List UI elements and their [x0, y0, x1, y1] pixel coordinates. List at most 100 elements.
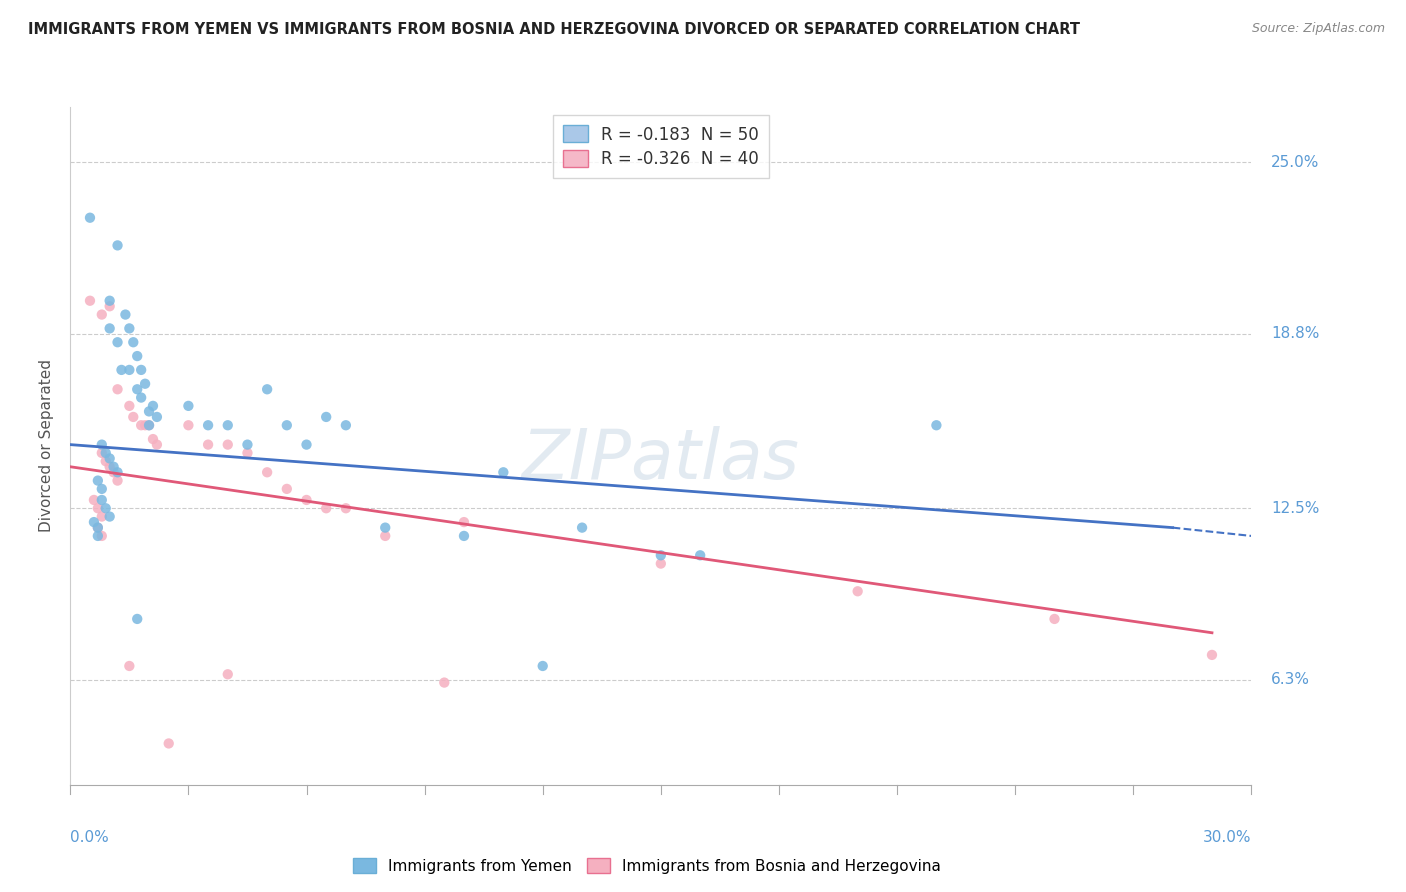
Point	[98, 509, 121, 524]
Legend: Immigrants from Yemen, Immigrants from Bosnia and Herzegovina: Immigrants from Yemen, Immigrants from B…	[346, 852, 948, 880]
Point	[138, 418, 160, 433]
Point	[122, 409, 145, 424]
Point	[129, 418, 152, 433]
Point	[118, 659, 141, 673]
Point	[335, 501, 357, 516]
Point	[103, 459, 125, 474]
Point	[107, 474, 129, 488]
Point	[374, 529, 396, 543]
Point	[87, 521, 110, 535]
Point	[103, 465, 125, 479]
Point	[83, 515, 105, 529]
Point	[146, 437, 169, 451]
Point	[217, 437, 239, 451]
Point	[90, 509, 112, 524]
Point	[90, 446, 112, 460]
Point	[90, 482, 112, 496]
Text: Source: ZipAtlas.com: Source: ZipAtlas.com	[1251, 22, 1385, 36]
Point	[118, 321, 141, 335]
Point	[295, 492, 318, 507]
Point	[110, 363, 132, 377]
Point	[127, 382, 149, 396]
Point	[90, 529, 112, 543]
Text: IMMIGRANTS FROM YEMEN VS IMMIGRANTS FROM BOSNIA AND HERZEGOVINA DIVORCED OR SEPA: IMMIGRANTS FROM YEMEN VS IMMIGRANTS FROM…	[28, 22, 1080, 37]
Point	[107, 465, 129, 479]
Text: 30.0%: 30.0%	[1204, 830, 1251, 845]
Point	[107, 335, 129, 350]
Point	[256, 382, 278, 396]
Point	[98, 321, 121, 335]
Y-axis label: Divorced or Separated: Divorced or Separated	[39, 359, 55, 533]
Point	[177, 399, 200, 413]
Text: 0.0%: 0.0%	[70, 830, 110, 845]
Point	[79, 293, 101, 308]
Point	[650, 557, 672, 571]
Point	[650, 549, 672, 563]
Point	[134, 376, 156, 391]
Point	[98, 299, 121, 313]
Point	[295, 437, 318, 451]
Point	[197, 437, 219, 451]
Point	[87, 529, 110, 543]
Point	[571, 521, 593, 535]
Point	[492, 465, 515, 479]
Point	[531, 659, 554, 673]
Point	[689, 549, 711, 563]
Point	[129, 363, 152, 377]
Point	[79, 211, 101, 225]
Point	[87, 501, 110, 516]
Point	[107, 382, 129, 396]
Point	[138, 418, 160, 433]
Point	[236, 437, 259, 451]
Point	[94, 446, 117, 460]
Point	[98, 459, 121, 474]
Point	[197, 418, 219, 433]
Point	[157, 736, 180, 750]
Point	[925, 418, 948, 433]
Point	[94, 454, 117, 468]
Point	[83, 492, 105, 507]
Text: 25.0%: 25.0%	[1271, 155, 1319, 169]
Point	[107, 238, 129, 252]
Point	[217, 418, 239, 433]
Point	[453, 529, 475, 543]
Point	[127, 612, 149, 626]
Point	[87, 521, 110, 535]
Point	[142, 432, 165, 446]
Point	[453, 515, 475, 529]
Point	[433, 675, 456, 690]
Legend: R = -0.183  N = 50, R = -0.326  N = 40: R = -0.183 N = 50, R = -0.326 N = 40	[553, 115, 769, 178]
Point	[98, 451, 121, 466]
Point	[127, 349, 149, 363]
Text: 18.8%: 18.8%	[1271, 326, 1319, 342]
Point	[217, 667, 239, 681]
Point	[118, 399, 141, 413]
Point	[90, 437, 112, 451]
Text: 12.5%: 12.5%	[1271, 500, 1319, 516]
Point	[94, 501, 117, 516]
Point	[90, 492, 112, 507]
Point	[315, 409, 337, 424]
Point	[118, 363, 141, 377]
Point	[142, 399, 165, 413]
Point	[1043, 612, 1066, 626]
Point	[114, 308, 136, 322]
Text: ZIPatlas: ZIPatlas	[522, 426, 800, 493]
Point	[90, 308, 112, 322]
Point	[335, 418, 357, 433]
Point	[146, 409, 169, 424]
Point	[138, 404, 160, 418]
Point	[1201, 648, 1223, 662]
Point	[276, 482, 298, 496]
Point	[129, 391, 152, 405]
Point	[122, 335, 145, 350]
Point	[236, 446, 259, 460]
Point	[134, 418, 156, 433]
Point	[276, 418, 298, 433]
Point	[256, 465, 278, 479]
Point	[374, 521, 396, 535]
Point	[98, 293, 121, 308]
Point	[87, 474, 110, 488]
Point	[177, 418, 200, 433]
Text: 6.3%: 6.3%	[1271, 673, 1310, 688]
